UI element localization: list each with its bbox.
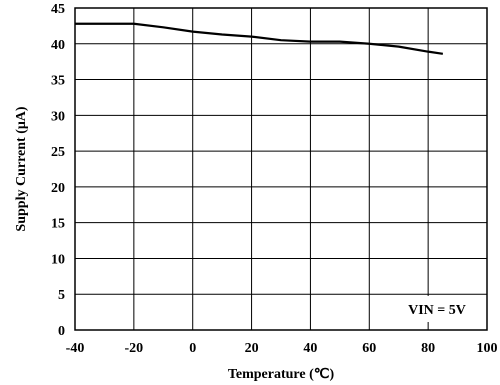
series-lines <box>75 22 444 55</box>
x-tick-label: -20 <box>125 341 144 356</box>
x-axis-title: Temperature (℃) <box>228 367 335 382</box>
y-tick-label: 0 <box>58 324 65 339</box>
x-tick-label: 0 <box>189 341 196 356</box>
annotation-vin: VIN = 5V <box>408 303 466 318</box>
y-tick-label: 5 <box>58 288 65 303</box>
y-tick-label: 45 <box>51 2 65 17</box>
y-axis-title: Supply Current (μA) <box>14 106 29 231</box>
x-tick-label: 40 <box>303 341 317 356</box>
x-tick-labels: -40 -20 0 20 40 60 80 100 <box>66 341 498 356</box>
grid-lines <box>74 7 488 331</box>
supply-current-line <box>75 22 444 55</box>
annotation-background <box>397 296 477 322</box>
y-tick-label: 25 <box>51 145 65 160</box>
y-tick-label: 35 <box>51 74 65 89</box>
x-tick-label: 20 <box>245 341 259 356</box>
y-tick-label: 10 <box>51 252 65 267</box>
y-tick-label: 15 <box>51 217 65 232</box>
x-tick-label: -40 <box>66 341 85 356</box>
y-tick-label: 40 <box>51 38 65 53</box>
x-tick-label: 100 <box>477 341 498 356</box>
x-tick-label: 80 <box>421 341 435 356</box>
y-tick-labels: 0 5 10 15 20 25 30 35 40 45 <box>51 2 65 339</box>
y-tick-label: 30 <box>51 109 65 124</box>
y-tick-label: 20 <box>51 181 65 196</box>
annotation-box: VIN = 5V <box>397 296 477 322</box>
plot-frame <box>74 7 488 331</box>
x-tick-label: 60 <box>362 341 376 356</box>
